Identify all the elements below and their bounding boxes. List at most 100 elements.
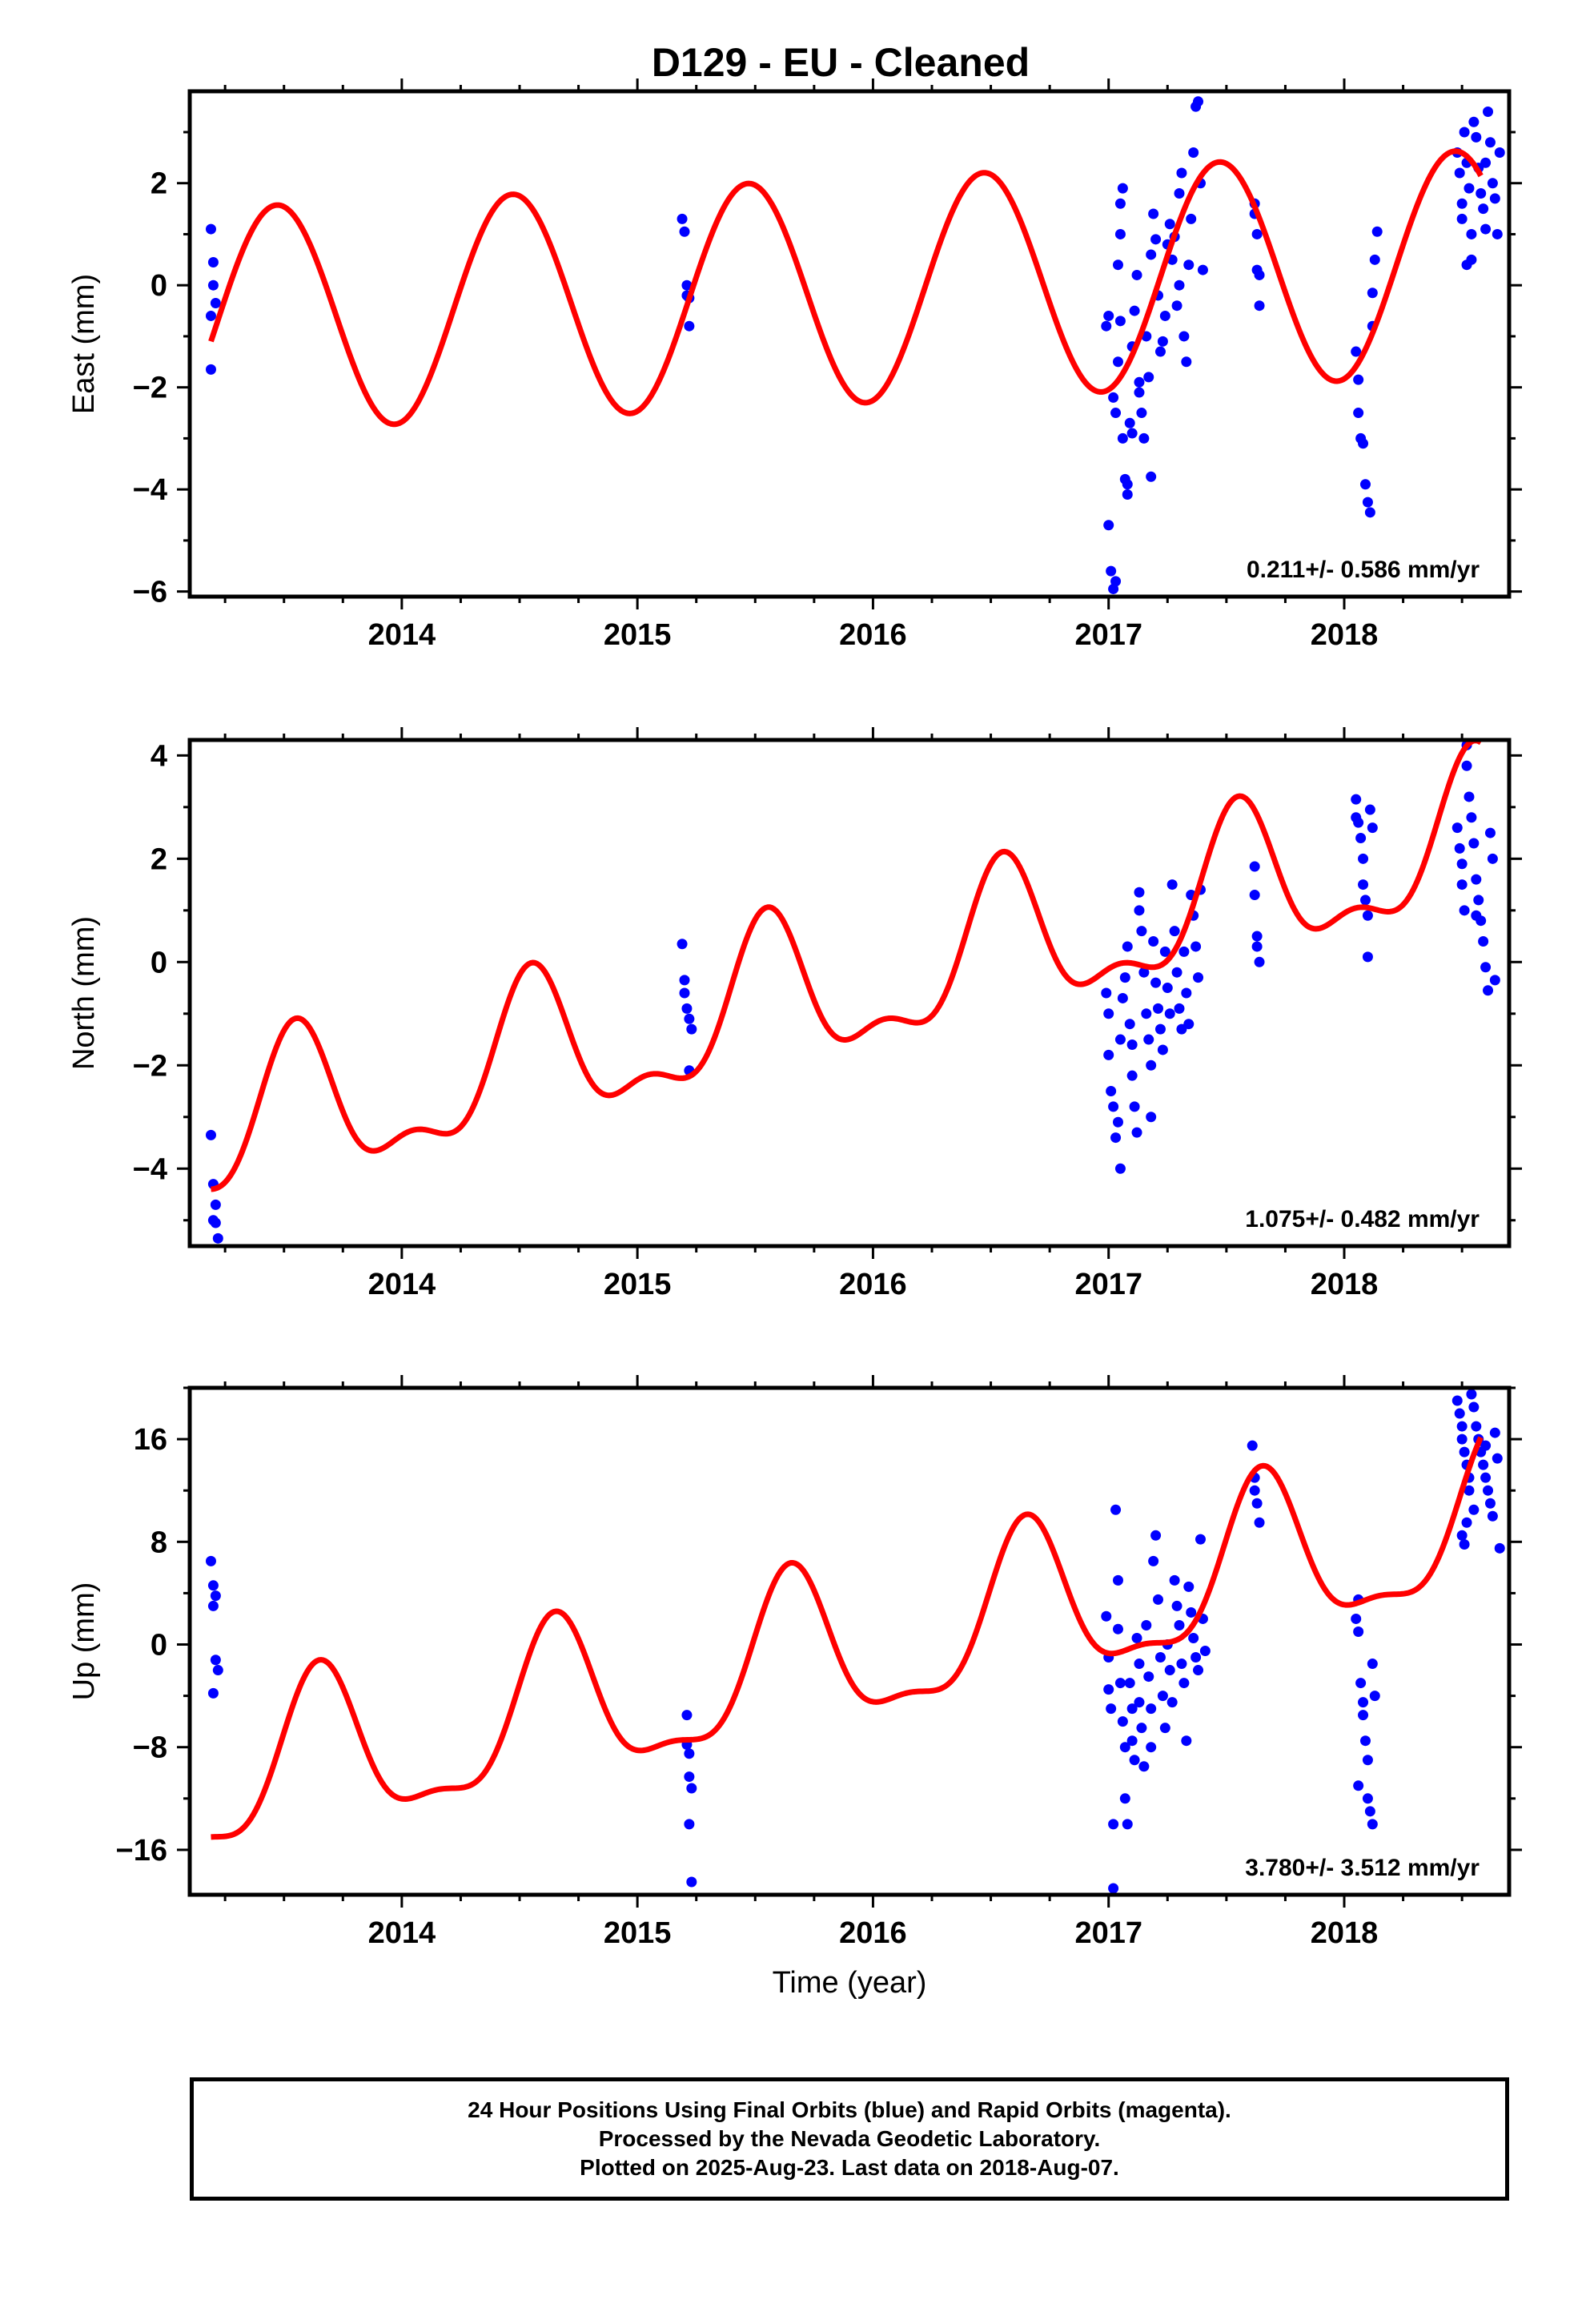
x-tick-label: 2016 (839, 1916, 907, 1950)
data-point (1249, 1485, 1260, 1496)
data-point (1473, 895, 1484, 906)
data-point (1459, 1446, 1470, 1458)
data-point (1456, 1421, 1468, 1432)
data-point (1124, 417, 1135, 428)
data-point (681, 1710, 693, 1721)
data-point (1489, 193, 1500, 204)
rate-label: 3.780+/- 3.512 mm/yr (1245, 1855, 1480, 1881)
y-tick-label: −4 (133, 473, 167, 507)
data-point (1176, 1659, 1187, 1670)
data-point (1478, 936, 1489, 947)
data-point (1106, 1086, 1117, 1097)
y-tick-label: 0 (151, 946, 167, 979)
data-point (1459, 905, 1470, 916)
data-point (1468, 116, 1480, 127)
data-point (1249, 861, 1260, 872)
data-point (1164, 1665, 1175, 1676)
data-point (1122, 941, 1133, 952)
data-point (210, 298, 221, 309)
data-point (1103, 520, 1114, 531)
data-point (1480, 962, 1492, 973)
data-point (1171, 967, 1182, 978)
data-point (1108, 1883, 1119, 1894)
data-point (1164, 219, 1175, 230)
data-point (1122, 1819, 1133, 1830)
y-tick-label: 4 (151, 739, 167, 773)
x-tick-label: 2017 (1074, 618, 1142, 652)
data-point (1471, 910, 1482, 921)
panel-east: 2014 2015 2016 2017 2018 −6 −4 −2 0 2 East (mm) 0.2… (67, 78, 1522, 652)
footer-line-2: Processed by the Nevada Geodetic Laborat… (598, 2126, 1101, 2151)
rate-label-bg (1185, 1845, 1494, 1887)
data-point (1254, 300, 1265, 312)
data-point (1461, 1517, 1472, 1528)
y-tick-label: −6 (133, 576, 167, 609)
data-point (1351, 1613, 1362, 1624)
data-point (1367, 287, 1378, 299)
data-point (1461, 259, 1472, 271)
data-point (1162, 983, 1173, 994)
data-point (1114, 1034, 1126, 1045)
x-tick-label: 2018 (1311, 1268, 1379, 1301)
data-point (1193, 96, 1204, 107)
data-point (1103, 1049, 1114, 1060)
data-point (1141, 1008, 1152, 1019)
data-point (1103, 1684, 1114, 1695)
data-point (1131, 269, 1142, 280)
data-point (1483, 1485, 1494, 1496)
data-point (1148, 1555, 1159, 1566)
data-point (1197, 264, 1208, 275)
data-point (1117, 183, 1128, 194)
data-point (1358, 438, 1369, 449)
data-point (1129, 1101, 1140, 1112)
data-point (1136, 408, 1147, 419)
data-point (210, 1199, 221, 1210)
x-tick-label: 2018 (1311, 618, 1379, 652)
data-point (1174, 187, 1185, 199)
data-point (677, 213, 688, 224)
data-point (210, 1590, 221, 1602)
data-point (1193, 1665, 1204, 1676)
data-point (1492, 1453, 1503, 1464)
data-point (1364, 507, 1375, 518)
data-point (679, 226, 690, 237)
data-point (1362, 1755, 1373, 1766)
x-tick-label: 2014 (368, 1916, 436, 1950)
data-point (1114, 198, 1126, 209)
y-tick-label: 0 (151, 1629, 167, 1663)
data-point (212, 1232, 223, 1244)
x-tick-label: 2014 (368, 618, 436, 652)
data-point (1452, 822, 1463, 834)
data-point (1454, 167, 1465, 179)
model-curve (210, 740, 1483, 1192)
data-point (1157, 336, 1168, 347)
data-point (1108, 1101, 1119, 1112)
y-tick-label: 16 (134, 1423, 167, 1457)
model-curve (208, 148, 1484, 428)
data-point (1251, 228, 1263, 239)
data-point (1362, 910, 1373, 921)
data-point (1148, 936, 1159, 947)
rate-label-bg (1185, 1196, 1494, 1238)
panel-frame (187, 1385, 1512, 1897)
data-point (1134, 1697, 1145, 1708)
data-point (1191, 941, 1202, 952)
data-point (1108, 1819, 1119, 1830)
data-point (1456, 1530, 1468, 1541)
data-point (1131, 1127, 1142, 1138)
data-point (1181, 356, 1192, 368)
data-point (1101, 320, 1112, 332)
data-point (1195, 1534, 1206, 1545)
data-point (1456, 858, 1468, 870)
data-point (1154, 1652, 1166, 1663)
data-point (1476, 187, 1487, 199)
data-point (1483, 985, 1494, 996)
data-point (1138, 432, 1150, 444)
data-point (1157, 1044, 1168, 1055)
data-point (1480, 223, 1492, 235)
data-point (686, 1023, 697, 1035)
data-point (1169, 926, 1180, 937)
data-point (1454, 1408, 1465, 1419)
data-point (1126, 1703, 1138, 1715)
data-point (1456, 1433, 1468, 1445)
